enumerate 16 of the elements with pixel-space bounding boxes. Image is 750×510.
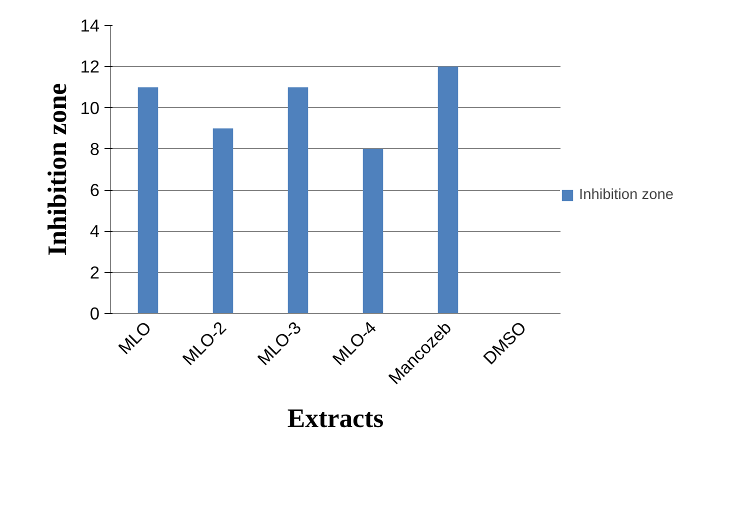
legend-label: Inhibition zone (579, 187, 674, 203)
bar (212, 128, 234, 314)
y-tick-label: 2 (90, 262, 100, 282)
y-axis-title: Inhibition zone (42, 83, 72, 256)
x-axis-title: Extracts (287, 403, 384, 434)
bar (438, 66, 458, 314)
y-tick-label: 10 (80, 98, 100, 118)
y-tick-label: 8 (90, 138, 100, 159)
bar (138, 87, 158, 314)
y-tick-label: 6 (90, 180, 100, 200)
y-tick-label: 0 (90, 304, 100, 324)
bar (362, 148, 384, 314)
y-tick-label: 4 (90, 221, 100, 242)
bar (288, 87, 308, 314)
y-tick-label: 12 (80, 56, 100, 77)
y-tick-label: 14 (80, 16, 100, 36)
